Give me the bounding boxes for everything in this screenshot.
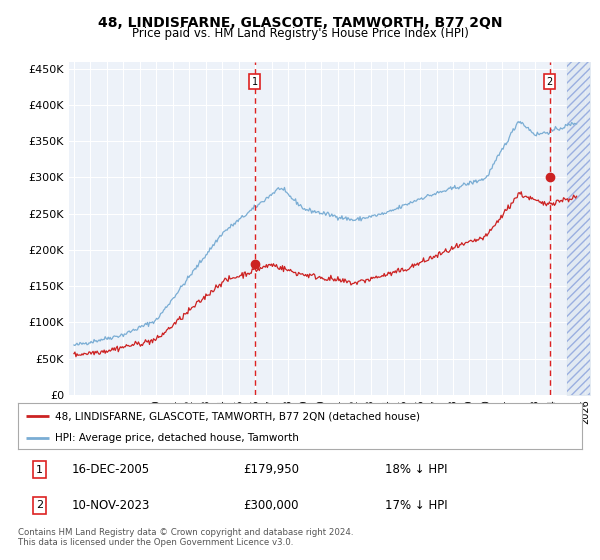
- Text: 16-DEC-2005: 16-DEC-2005: [71, 463, 150, 476]
- Text: 1: 1: [251, 77, 257, 87]
- Text: 17% ↓ HPI: 17% ↓ HPI: [385, 499, 447, 512]
- Text: £179,950: £179,950: [244, 463, 299, 476]
- Text: 48, LINDISFARNE, GLASCOTE, TAMWORTH, B77 2QN (detached house): 48, LINDISFARNE, GLASCOTE, TAMWORTH, B77…: [55, 411, 419, 421]
- Text: 2: 2: [36, 501, 43, 510]
- Text: HPI: Average price, detached house, Tamworth: HPI: Average price, detached house, Tamw…: [55, 433, 299, 442]
- Text: 1: 1: [36, 465, 43, 474]
- Text: 18% ↓ HPI: 18% ↓ HPI: [385, 463, 447, 476]
- Text: £300,000: £300,000: [244, 499, 299, 512]
- Text: 2: 2: [547, 77, 553, 87]
- Text: Price paid vs. HM Land Registry's House Price Index (HPI): Price paid vs. HM Land Registry's House …: [131, 27, 469, 40]
- Bar: [567, 62, 590, 395]
- Text: 10-NOV-2023: 10-NOV-2023: [71, 499, 150, 512]
- Text: Contains HM Land Registry data © Crown copyright and database right 2024.
This d: Contains HM Land Registry data © Crown c…: [18, 528, 353, 547]
- Text: 48, LINDISFARNE, GLASCOTE, TAMWORTH, B77 2QN: 48, LINDISFARNE, GLASCOTE, TAMWORTH, B77…: [98, 16, 502, 30]
